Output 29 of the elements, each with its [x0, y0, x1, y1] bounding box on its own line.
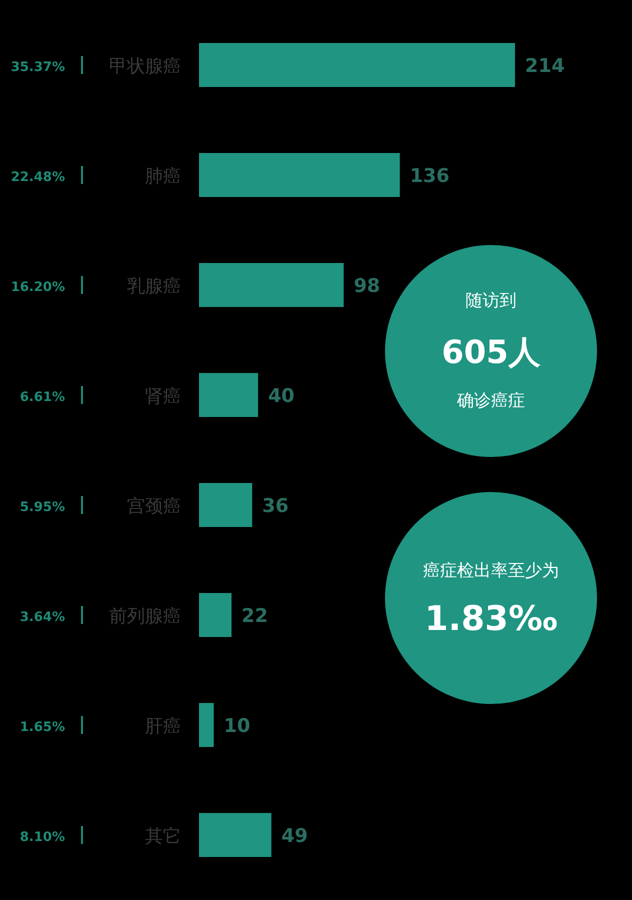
- y-tick-label: 肝癌: [145, 716, 181, 737]
- data-label: 214: [525, 55, 565, 77]
- y-tick-label: 其它: [145, 826, 181, 847]
- data-label: 36: [262, 495, 289, 517]
- annotation: 癌症检出率至少为: [423, 561, 559, 581]
- y-tick-label: 肾癌: [145, 386, 181, 407]
- text: 3.64%: [20, 610, 65, 625]
- data-label: 40: [268, 385, 295, 407]
- data-label: 98: [354, 275, 380, 297]
- y-tick-label: 甲状腺癌: [109, 56, 181, 77]
- y-tick-label: 乳腺癌: [127, 276, 181, 297]
- data-label: 10: [224, 715, 250, 737]
- data-label: 49: [281, 825, 308, 847]
- text: 22.48%: [10, 170, 65, 185]
- annotation: 1.83‰: [424, 599, 558, 639]
- text: 35.37%: [10, 60, 65, 75]
- data-label: 22: [241, 605, 268, 627]
- data-label: 136: [410, 165, 450, 187]
- y-tick-label: 肺癌: [145, 166, 181, 187]
- text: 1.65%: [20, 720, 65, 735]
- y-tick-label: 前列腺癌: [109, 606, 181, 627]
- text: 8.10%: [20, 830, 65, 845]
- text: 5.95%: [20, 500, 65, 515]
- text: 16.20%: [10, 280, 65, 295]
- y-tick-label: 宫颈癌: [127, 496, 181, 517]
- annotation: 确诊癌症: [456, 391, 525, 411]
- annotation: 605人: [442, 333, 542, 371]
- text: 6.61%: [20, 390, 65, 405]
- annotation: 随访到: [466, 291, 516, 311]
